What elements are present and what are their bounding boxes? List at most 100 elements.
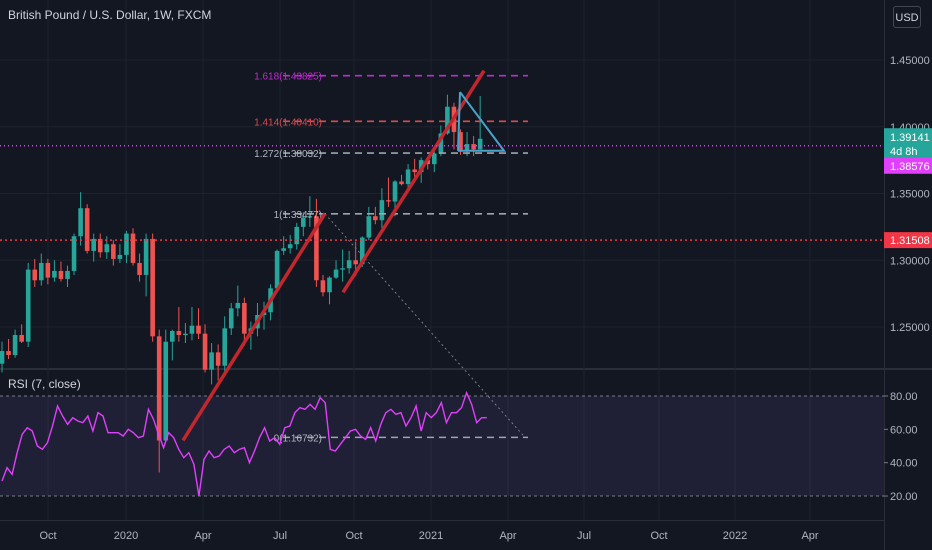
rsi-title: RSI (7, close) (8, 377, 81, 391)
fib-level-label: 1.618(1.43825) (254, 72, 322, 83)
candle (19, 324, 24, 344)
candle (235, 285, 241, 317)
candle (399, 174, 404, 186)
candle (39, 253, 44, 286)
candle-body (19, 335, 24, 342)
candle-body (65, 270, 70, 279)
candle (373, 206, 378, 225)
candle-body (386, 200, 391, 202)
candle (281, 236, 286, 255)
candle (183, 322, 188, 344)
candle (78, 192, 83, 246)
candle-body (294, 226, 300, 245)
candle (150, 233, 155, 342)
x-tick-label: Apr (801, 530, 818, 542)
candle (287, 234, 293, 254)
candle-body (222, 328, 227, 366)
candle (222, 316, 227, 372)
candle-body (333, 269, 339, 278)
candle (163, 329, 169, 442)
red-price-label: 1.31508 (890, 235, 930, 247)
fib-level-label: 1.414(1.40410) (254, 117, 322, 128)
x-tick-label: 2020 (114, 530, 138, 542)
candlestick-series (0, 94, 483, 473)
candle-body (97, 238, 103, 253)
candle-body (156, 336, 162, 441)
fib-level-label: 1.272(1.38032) (254, 149, 322, 160)
triangle-pattern (458, 91, 506, 152)
candle-body (340, 268, 345, 270)
axes: Oct 2020 Apr Jul Oct 2021 Apr Jul Oct 2022 Apr 1.25… (39, 0, 929, 542)
candle-body (12, 335, 18, 356)
candle (333, 260, 339, 279)
candle (215, 344, 221, 381)
candle (124, 230, 129, 263)
candle (6, 339, 11, 360)
candle-body (320, 280, 326, 293)
candle-body (301, 217, 306, 227)
candle (451, 102, 457, 150)
candle-body (39, 262, 44, 281)
candle-body (346, 260, 352, 269)
fib-level-label: 0(1.16732) (274, 433, 322, 444)
candle-body (6, 351, 11, 356)
candle-body (399, 181, 404, 185)
x-tick-label: Jul (577, 530, 591, 542)
candle-body (445, 106, 450, 134)
fib-level-label: 1(1.33477) (274, 210, 322, 221)
purple-price-label-bg (884, 157, 932, 174)
candle-body (124, 233, 129, 255)
candle (209, 343, 214, 385)
candle (274, 249, 280, 293)
candle-body (130, 233, 136, 263)
candle (346, 250, 352, 274)
currency-button[interactable]: USD (893, 6, 921, 28)
candle-body (405, 169, 411, 185)
candle-body (143, 238, 149, 275)
candle (196, 308, 201, 340)
candle-body (471, 144, 476, 150)
candle (111, 240, 116, 266)
candle-body (228, 308, 234, 329)
candle-body (104, 244, 110, 253)
candle-body (438, 133, 444, 154)
candle (32, 258, 38, 287)
rsi-series (1, 390, 487, 497)
candle-body (353, 260, 358, 265)
candle (228, 302, 234, 336)
candle-body (366, 216, 372, 238)
candle (91, 233, 96, 262)
candle (156, 329, 162, 473)
candle-body (91, 238, 96, 251)
candle (314, 198, 319, 287)
rsi-tick-label: 20.00 (890, 491, 918, 503)
candle-body (84, 208, 90, 251)
y-tick-label: 1.30000 (890, 255, 930, 267)
candle-body (215, 352, 221, 366)
candle (294, 222, 300, 250)
candle-body (314, 216, 319, 281)
candle (143, 233, 149, 297)
candle-body (307, 216, 313, 218)
candle-body (0, 351, 5, 364)
candle-body (412, 169, 417, 173)
triangle-side (457, 92, 461, 151)
candle-body (163, 341, 169, 441)
candle (12, 329, 18, 358)
candle (71, 233, 77, 275)
candle (97, 233, 103, 258)
rsi-tick-label: 80.00 (890, 391, 918, 403)
candle-body (78, 208, 83, 237)
candle (84, 204, 90, 254)
candle (137, 253, 142, 282)
candle-body (477, 138, 483, 150)
trend-line-2 (341, 69, 486, 294)
candle (366, 206, 372, 241)
candle-body (287, 244, 293, 249)
drawing-overlays: 0(1.16732) 1(1.33477) 1.272(1.38032) 1.414(… (0, 69, 884, 444)
candle-body (170, 331, 175, 342)
candle-body (52, 270, 57, 278)
candle-body (196, 325, 201, 334)
